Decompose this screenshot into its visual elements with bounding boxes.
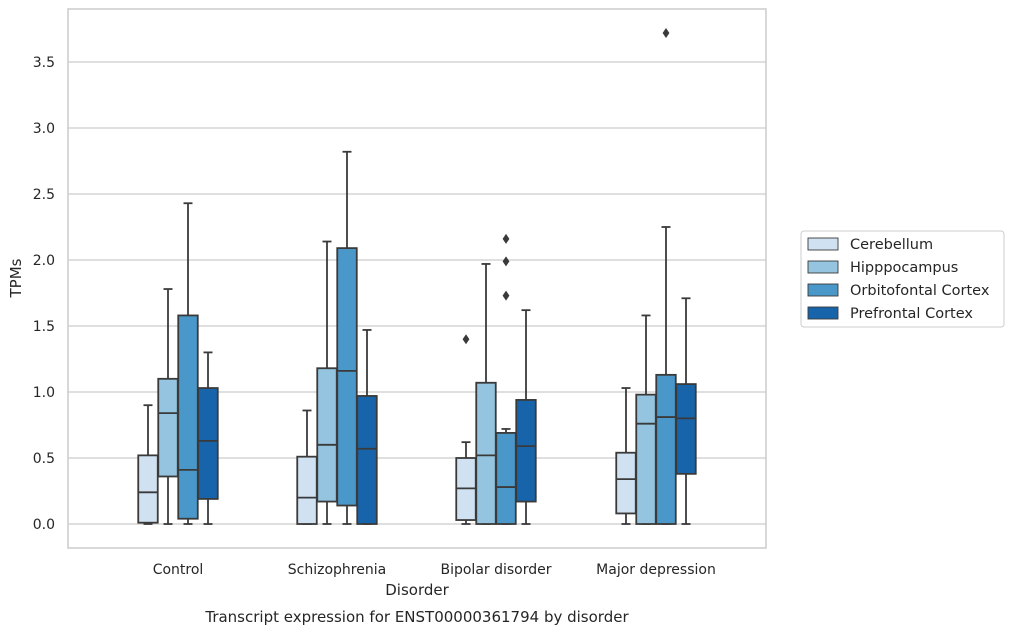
- box-2-1: [475, 263, 497, 525]
- legend-swatch-prefrontal: [807, 306, 839, 320]
- outlier-point-0: [662, 27, 670, 38]
- y-axis-ticks: 0.0 0.5 1.0 1.5 2.0 2.5 3.0 3.5: [33, 55, 55, 533]
- chart-caption: Transcript expression for ENST0000036179…: [204, 608, 629, 626]
- y-tick-label-7: 3.5: [33, 55, 55, 71]
- y-axis-title: TPMs: [7, 258, 25, 298]
- legend-swatch-cerebellum: [807, 237, 839, 251]
- box-2-0: [455, 334, 477, 525]
- box-iqr: [316, 367, 338, 503]
- box-iqr: [655, 373, 677, 525]
- box-iqr: [635, 393, 657, 525]
- legend: Cerebellum Hipppocampus Orbitofontal Cor…: [800, 230, 1005, 328]
- outlier-point-2: [502, 233, 510, 244]
- box-3-2: [655, 27, 677, 525]
- legend-label-prefrontal: Prefrontal Cortex: [850, 306, 973, 322]
- box-1-2: [336, 150, 358, 525]
- x-tick-label-3: Major depression: [596, 562, 716, 578]
- y-tick-label-2: 1.0: [33, 385, 55, 401]
- box-3-3: [675, 297, 697, 525]
- legend-label-orbitofrontal: Orbitofontal Cortex: [850, 283, 990, 299]
- box-3-0: [615, 387, 637, 525]
- y-tick-label-3: 1.5: [33, 319, 55, 335]
- x-tick-label-0: Control: [153, 562, 204, 578]
- box-0-1: [157, 288, 179, 525]
- box-iqr: [177, 314, 199, 520]
- box-2-3: [515, 309, 537, 525]
- box-3-1: [635, 314, 657, 525]
- outlier-point-0: [462, 334, 470, 345]
- y-tick-label-4: 2.0: [33, 253, 55, 269]
- box-1-1: [316, 240, 338, 525]
- legend-swatch-hippocampus: [807, 260, 839, 274]
- legend-label-cerebellum: Cerebellum: [850, 237, 933, 253]
- box-iqr: [296, 455, 318, 525]
- legend-frame: [800, 230, 1005, 328]
- x-tick-label-2: Bipolar disorder: [440, 562, 551, 578]
- outlier-point-0: [502, 290, 510, 301]
- y-tick-label-6: 3.0: [33, 121, 55, 137]
- box-iqr: [475, 381, 497, 525]
- y-tick-label-1: 0.5: [33, 451, 55, 467]
- box-0-0: [137, 404, 159, 525]
- box-2-2: [495, 233, 517, 525]
- x-axis-ticks: Control Schizophrenia Bipolar disorder Majo…: [153, 562, 716, 578]
- outlier-point-1: [502, 256, 510, 267]
- box-iqr: [157, 377, 179, 478]
- box-iqr: [137, 454, 159, 524]
- x-tick-label-1: Schizophrenia: [288, 562, 386, 578]
- box-iqr: [615, 451, 637, 515]
- x-axis-title: Disorder: [385, 581, 449, 599]
- box-iqr: [336, 247, 358, 507]
- box-1-3: [356, 329, 378, 525]
- legend-label-hippocampus: Hipppocampus: [850, 260, 958, 276]
- box-iqr: [495, 432, 517, 525]
- box-plot-area: [137, 27, 697, 525]
- plot-frame: [67, 8, 767, 549]
- box-iqr: [515, 399, 537, 503]
- box-iqr: [675, 383, 697, 475]
- y-tick-label-0: 0.0: [33, 517, 55, 533]
- box-iqr: [356, 395, 378, 525]
- box-iqr: [197, 387, 219, 500]
- box-1-0: [296, 409, 318, 525]
- y-tick-label-5: 2.5: [33, 187, 55, 203]
- box-0-3: [197, 351, 219, 525]
- legend-swatch-orbitofrontal: [807, 283, 839, 297]
- box-0-2: [177, 202, 199, 525]
